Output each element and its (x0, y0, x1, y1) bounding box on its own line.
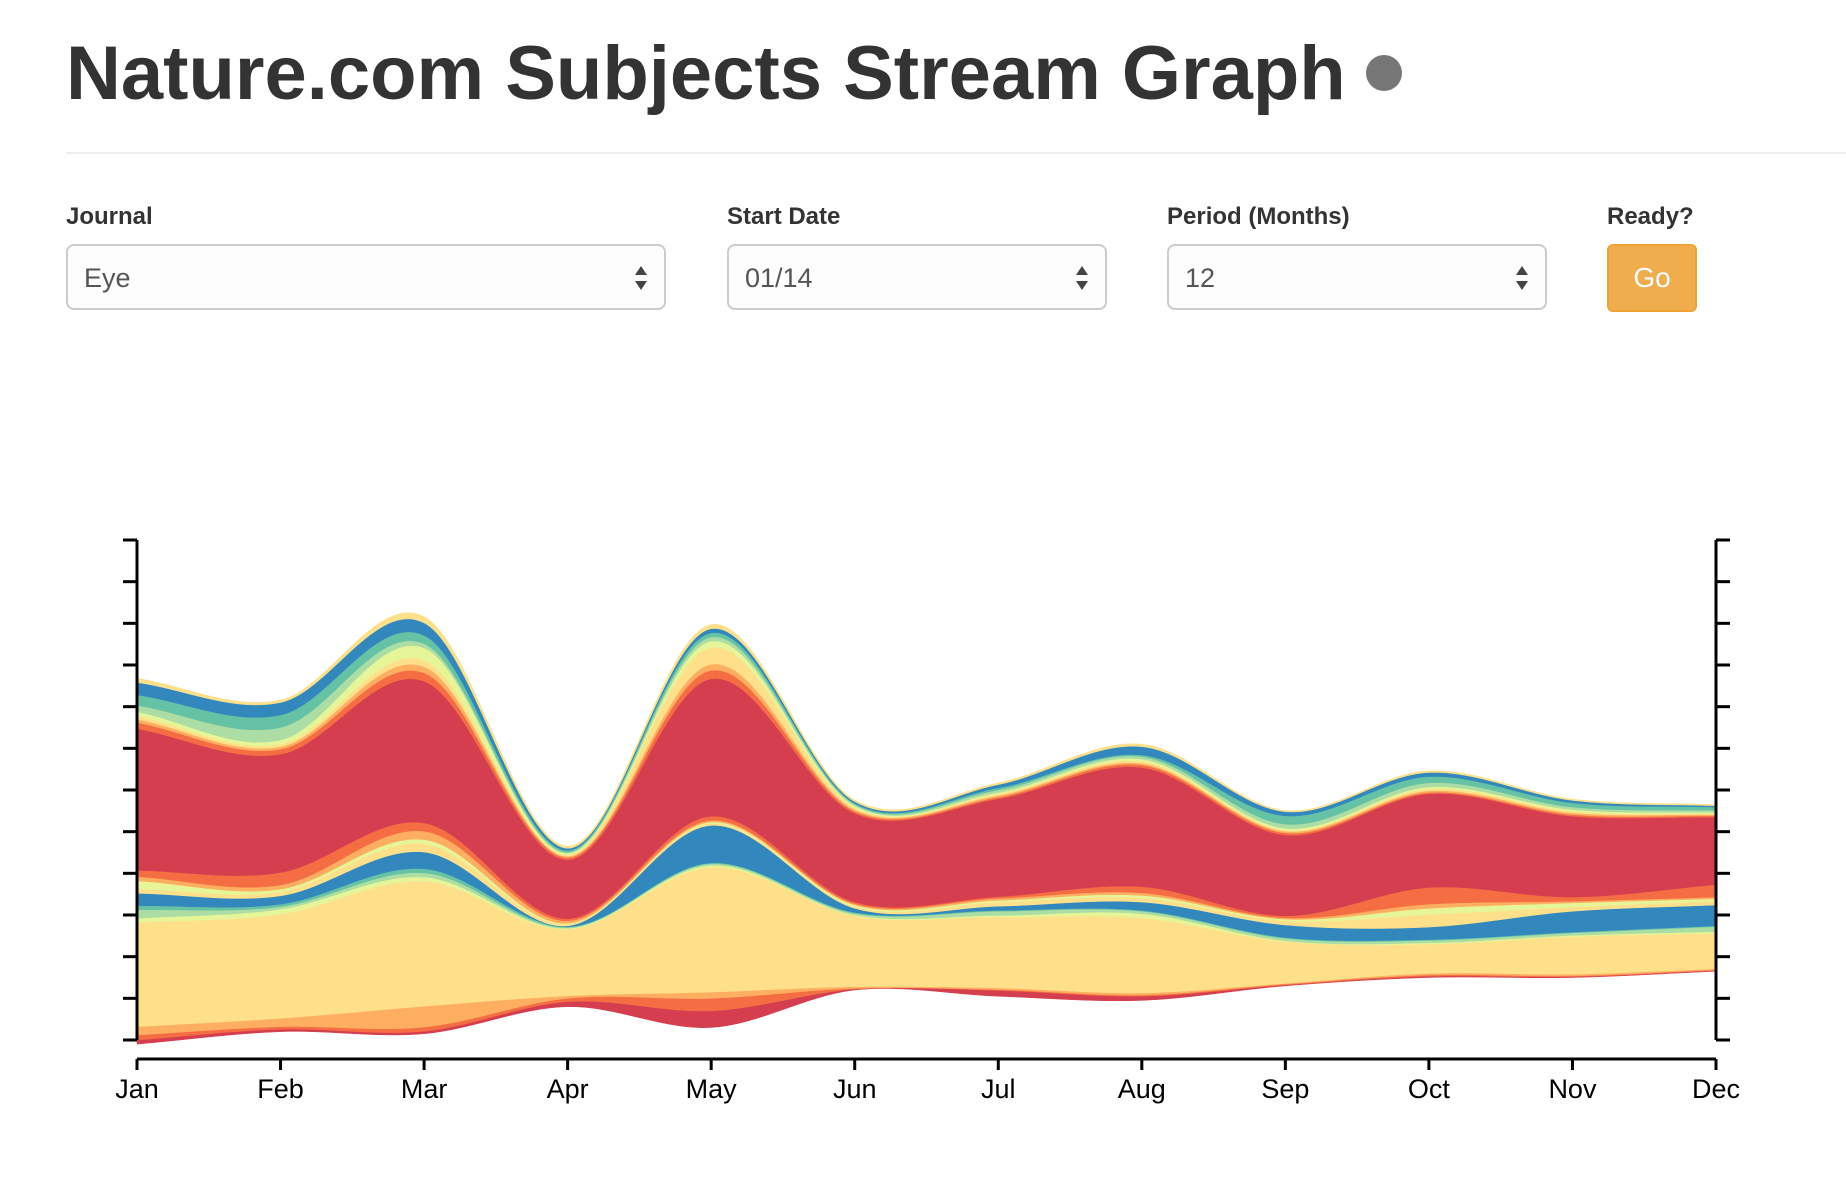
chart-axes: Jan Feb Mar Apr May Jun Jul Aug Sep Oct Nov Dec (115, 538, 1740, 1104)
info-icon[interactable] (1365, 54, 1402, 116)
x-tick-label: Apr (547, 1074, 589, 1104)
x-tick-label: Jul (981, 1074, 1016, 1104)
period-label: Period (Months) (1167, 203, 1350, 230)
x-tick-label: Sep (1261, 1074, 1309, 1104)
page-title-text: Nature.com Subjects Stream Graph (66, 31, 1346, 116)
stream-layers (136, 612, 1717, 1045)
x-tick-label: May (686, 1074, 738, 1104)
journal-select[interactable]: Eye (66, 244, 666, 310)
x-tick-label: Dec (1692, 1074, 1740, 1104)
ready-label: Ready? (1607, 203, 1694, 230)
x-tick-label: Aug (1118, 1074, 1166, 1104)
select-arrows-icon (635, 266, 647, 290)
journal-label: Journal (66, 203, 153, 230)
page-title: Nature.com Subjects Stream Graph (66, 30, 1402, 117)
period-select[interactable]: 12 (1167, 244, 1547, 310)
x-tick-label: Feb (257, 1074, 304, 1104)
select-arrows-icon (1076, 266, 1088, 290)
title-divider (66, 152, 1846, 154)
x-tick-label: Jan (115, 1074, 159, 1104)
select-arrows-icon (1516, 266, 1528, 290)
x-tick-label: Oct (1408, 1074, 1451, 1104)
x-tick-label: Jun (833, 1074, 877, 1104)
start-date-select[interactable]: 01/14 (727, 244, 1107, 310)
period-select-value: 12 (1185, 263, 1216, 293)
go-button[interactable]: Go (1607, 244, 1697, 312)
journal-select-value: Eye (84, 263, 131, 293)
start-date-label: Start Date (727, 203, 841, 230)
x-tick-label: Nov (1548, 1074, 1597, 1104)
x-tick-label: Mar (401, 1074, 448, 1104)
start-date-select-value: 01/14 (745, 263, 813, 293)
